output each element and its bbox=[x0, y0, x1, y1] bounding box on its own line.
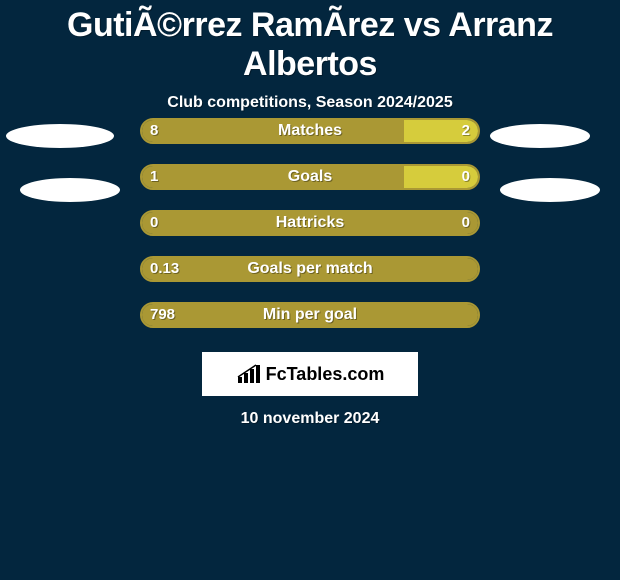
date-text: 10 november 2024 bbox=[0, 410, 620, 428]
stat-bar bbox=[140, 302, 480, 328]
stat-bar bbox=[140, 256, 480, 282]
stat-bar-left-fill bbox=[142, 120, 404, 142]
stat-value-left: 8 bbox=[150, 118, 158, 144]
stat-bar bbox=[140, 164, 480, 190]
stat-bar-left-fill bbox=[142, 304, 478, 326]
logo-text: FcTables.com bbox=[266, 364, 385, 385]
stat-value-left: 0.13 bbox=[150, 256, 179, 282]
chart-icon bbox=[236, 363, 262, 385]
stats-container: Matches82Goals10Hattricks00Goals per mat… bbox=[0, 118, 620, 348]
stat-row: Matches82 bbox=[0, 118, 620, 164]
stat-value-right: 0 bbox=[462, 210, 470, 236]
stat-value-right: 0 bbox=[462, 164, 470, 190]
stat-value-left: 0 bbox=[150, 210, 158, 236]
logo-box: FcTables.com bbox=[202, 352, 418, 396]
stat-bar-left-fill bbox=[142, 258, 478, 280]
stat-bar-left-fill bbox=[142, 212, 478, 234]
stat-value-left: 798 bbox=[150, 302, 175, 328]
page-title: GutiÃ©rrez RamÃ­rez vs Arranz Albertos bbox=[0, 0, 620, 84]
stat-row: Hattricks00 bbox=[0, 210, 620, 256]
subtitle: Club competitions, Season 2024/2025 bbox=[0, 94, 620, 112]
stat-row: Goals10 bbox=[0, 164, 620, 210]
stat-row: Goals per match0.13 bbox=[0, 256, 620, 302]
stat-bar-left-fill bbox=[142, 166, 404, 188]
stat-bar bbox=[140, 210, 480, 236]
stat-bar bbox=[140, 118, 480, 144]
stat-value-left: 1 bbox=[150, 164, 158, 190]
stat-value-right: 2 bbox=[462, 118, 470, 144]
stat-row: Min per goal798 bbox=[0, 302, 620, 348]
